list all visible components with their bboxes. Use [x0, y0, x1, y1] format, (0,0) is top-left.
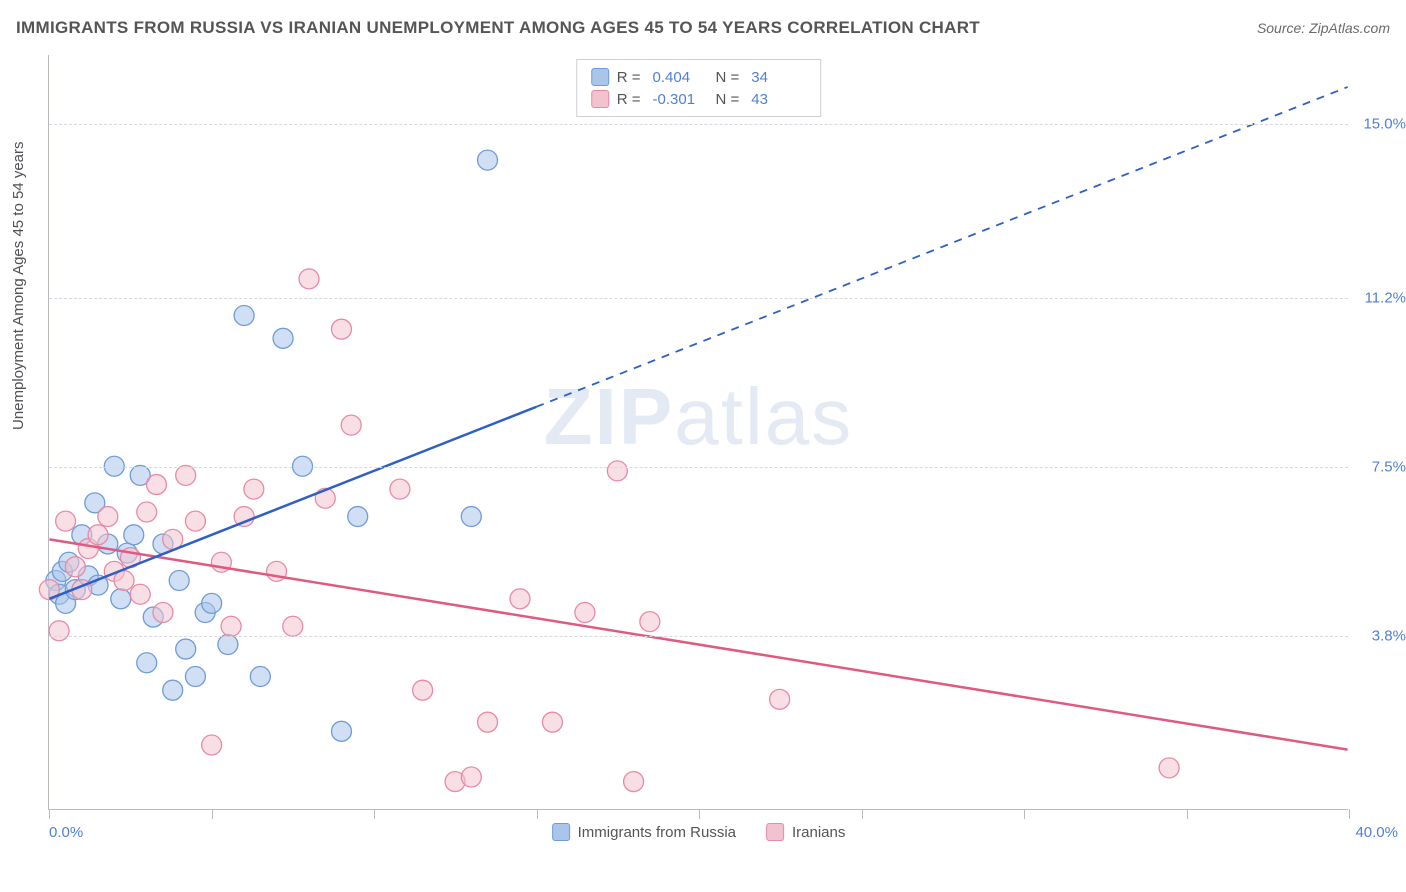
trend-line: [49, 407, 536, 599]
series-legend: Immigrants from Russia Iranians: [552, 823, 846, 841]
x-tick: [699, 809, 700, 819]
data-point: [1159, 758, 1179, 778]
data-point: [510, 589, 530, 609]
x-tick: [1024, 809, 1025, 819]
data-point: [770, 689, 790, 709]
data-point: [169, 571, 189, 591]
series-name-1: Immigrants from Russia: [578, 824, 736, 841]
data-point: [114, 571, 134, 591]
legend-item-series1: Immigrants from Russia: [552, 823, 736, 841]
data-point: [461, 507, 481, 527]
x-tick: [374, 809, 375, 819]
x-tick: [1187, 809, 1188, 819]
y-axis-label: Unemployment Among Ages 45 to 54 years: [10, 141, 27, 430]
data-point: [221, 616, 241, 636]
gridline: [49, 467, 1348, 468]
data-point: [478, 712, 498, 732]
data-point: [331, 319, 351, 339]
data-point: [575, 603, 595, 623]
swatch-icon: [591, 68, 609, 86]
data-point: [624, 772, 644, 792]
data-point: [331, 721, 351, 741]
series-name-2: Iranians: [792, 824, 845, 841]
data-point: [111, 589, 131, 609]
data-point: [176, 639, 196, 659]
trend-line-extrapolated: [536, 87, 1347, 407]
data-point: [202, 593, 222, 613]
data-point: [56, 511, 76, 531]
data-point: [542, 712, 562, 732]
data-point: [65, 557, 85, 577]
r-value-1: 0.404: [653, 69, 708, 86]
data-point: [607, 461, 627, 481]
legend-item-series2: Iranians: [766, 823, 845, 841]
data-point: [244, 479, 264, 499]
data-point: [130, 584, 150, 604]
data-point: [49, 621, 69, 641]
data-point: [98, 507, 118, 527]
y-tick-label: 3.8%: [1351, 628, 1406, 645]
x-tick: [537, 809, 538, 819]
trend-line: [49, 539, 1347, 749]
x-tick: [49, 809, 50, 819]
gridline: [49, 636, 1348, 637]
source-attribution: Source: ZipAtlas.com: [1257, 20, 1390, 36]
data-point: [283, 616, 303, 636]
n-value-2: 43: [751, 91, 806, 108]
data-point: [185, 666, 205, 686]
data-point: [234, 305, 254, 325]
data-point: [163, 680, 183, 700]
data-point: [461, 767, 481, 787]
legend-row-series1: R = 0.404 N = 34: [591, 66, 807, 88]
data-point: [299, 269, 319, 289]
data-point: [146, 475, 166, 495]
data-point: [202, 735, 222, 755]
data-point: [176, 465, 196, 485]
y-tick-label: 15.0%: [1351, 115, 1406, 132]
data-point: [185, 511, 205, 531]
chart-title: IMMIGRANTS FROM RUSSIA VS IRANIAN UNEMPL…: [16, 18, 980, 38]
scatter-plot-svg: [49, 55, 1348, 809]
data-point: [153, 603, 173, 623]
x-tick: [862, 809, 863, 819]
data-point: [640, 612, 660, 632]
gridline: [49, 124, 1348, 125]
data-point: [250, 666, 270, 686]
swatch-icon: [591, 90, 609, 108]
swatch-icon: [766, 823, 784, 841]
data-point: [341, 415, 361, 435]
data-point: [137, 502, 157, 522]
chart-plot-area: ZIPatlas R = 0.404 N = 34 R = -0.301 N =…: [48, 55, 1348, 810]
data-point: [413, 680, 433, 700]
x-axis-max-label: 40.0%: [1355, 824, 1398, 841]
data-point: [348, 507, 368, 527]
x-tick: [1349, 809, 1350, 819]
data-point: [124, 525, 144, 545]
data-point: [137, 653, 157, 673]
n-value-1: 34: [751, 69, 806, 86]
data-point: [478, 150, 498, 170]
gridline: [49, 298, 1348, 299]
y-tick-label: 7.5%: [1351, 458, 1406, 475]
legend-row-series2: R = -0.301 N = 43: [591, 88, 807, 110]
swatch-icon: [552, 823, 570, 841]
data-point: [390, 479, 410, 499]
data-point: [218, 635, 238, 655]
y-tick-label: 11.2%: [1351, 289, 1406, 306]
x-tick: [212, 809, 213, 819]
r-value-2: -0.301: [653, 91, 708, 108]
data-point: [88, 525, 108, 545]
x-axis-min-label: 0.0%: [49, 824, 83, 841]
correlation-legend: R = 0.404 N = 34 R = -0.301 N = 43: [576, 59, 822, 117]
data-point: [273, 328, 293, 348]
